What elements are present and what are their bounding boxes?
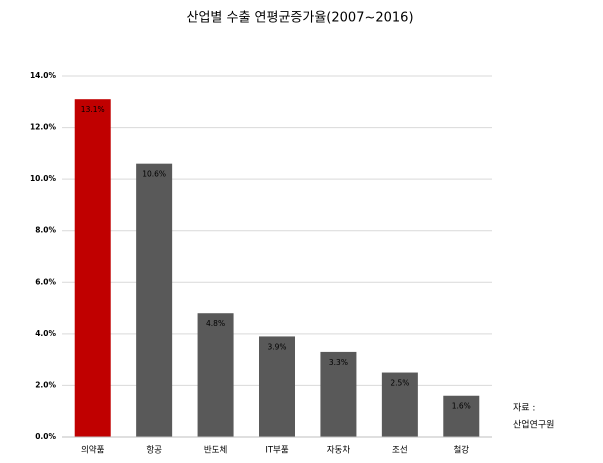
- x-tick-label: 조선: [392, 446, 408, 456]
- x-tick-label: 의약품: [81, 445, 105, 456]
- data-label: 2.5%: [390, 379, 409, 388]
- bar: [259, 336, 295, 437]
- y-tick-label: 2.0%: [35, 380, 56, 389]
- y-tick-label: 4.0%: [35, 329, 56, 338]
- bar: [197, 313, 234, 437]
- data-label: 3.9%: [267, 342, 286, 351]
- chart-title: 산업별 수출 연평균증가율(2007~2016): [186, 11, 413, 26]
- x-tick-label: 철강: [453, 445, 469, 456]
- y-tick-label: 0.0%: [35, 432, 56, 441]
- y-tick-label: 10.0%: [30, 174, 57, 183]
- annotation: 산업연구원: [513, 420, 554, 431]
- annotation: 자료 :: [513, 403, 535, 414]
- data-label: 13.1%: [81, 105, 105, 114]
- bar: [136, 163, 173, 437]
- data-label: 4.8%: [206, 319, 225, 328]
- data-label: 3.3%: [329, 358, 348, 367]
- y-tick-label: 14.0%: [30, 71, 57, 80]
- y-tick-label: 6.0%: [35, 277, 56, 286]
- data-label: 10.6%: [142, 170, 166, 179]
- x-tick-label: IT부품: [265, 446, 289, 456]
- x-tick-label: 자동차: [327, 446, 351, 456]
- x-tick-label: 반도체: [204, 445, 227, 456]
- y-tick-label: 8.0%: [35, 226, 56, 235]
- y-tick-label: 12.0%: [30, 123, 57, 132]
- data-label: 1.6%: [452, 402, 471, 411]
- x-tick-label: 항공: [146, 446, 162, 456]
- bar: [74, 99, 111, 437]
- bar: [381, 372, 418, 437]
- bar: [443, 395, 480, 437]
- bar: [320, 351, 357, 437]
